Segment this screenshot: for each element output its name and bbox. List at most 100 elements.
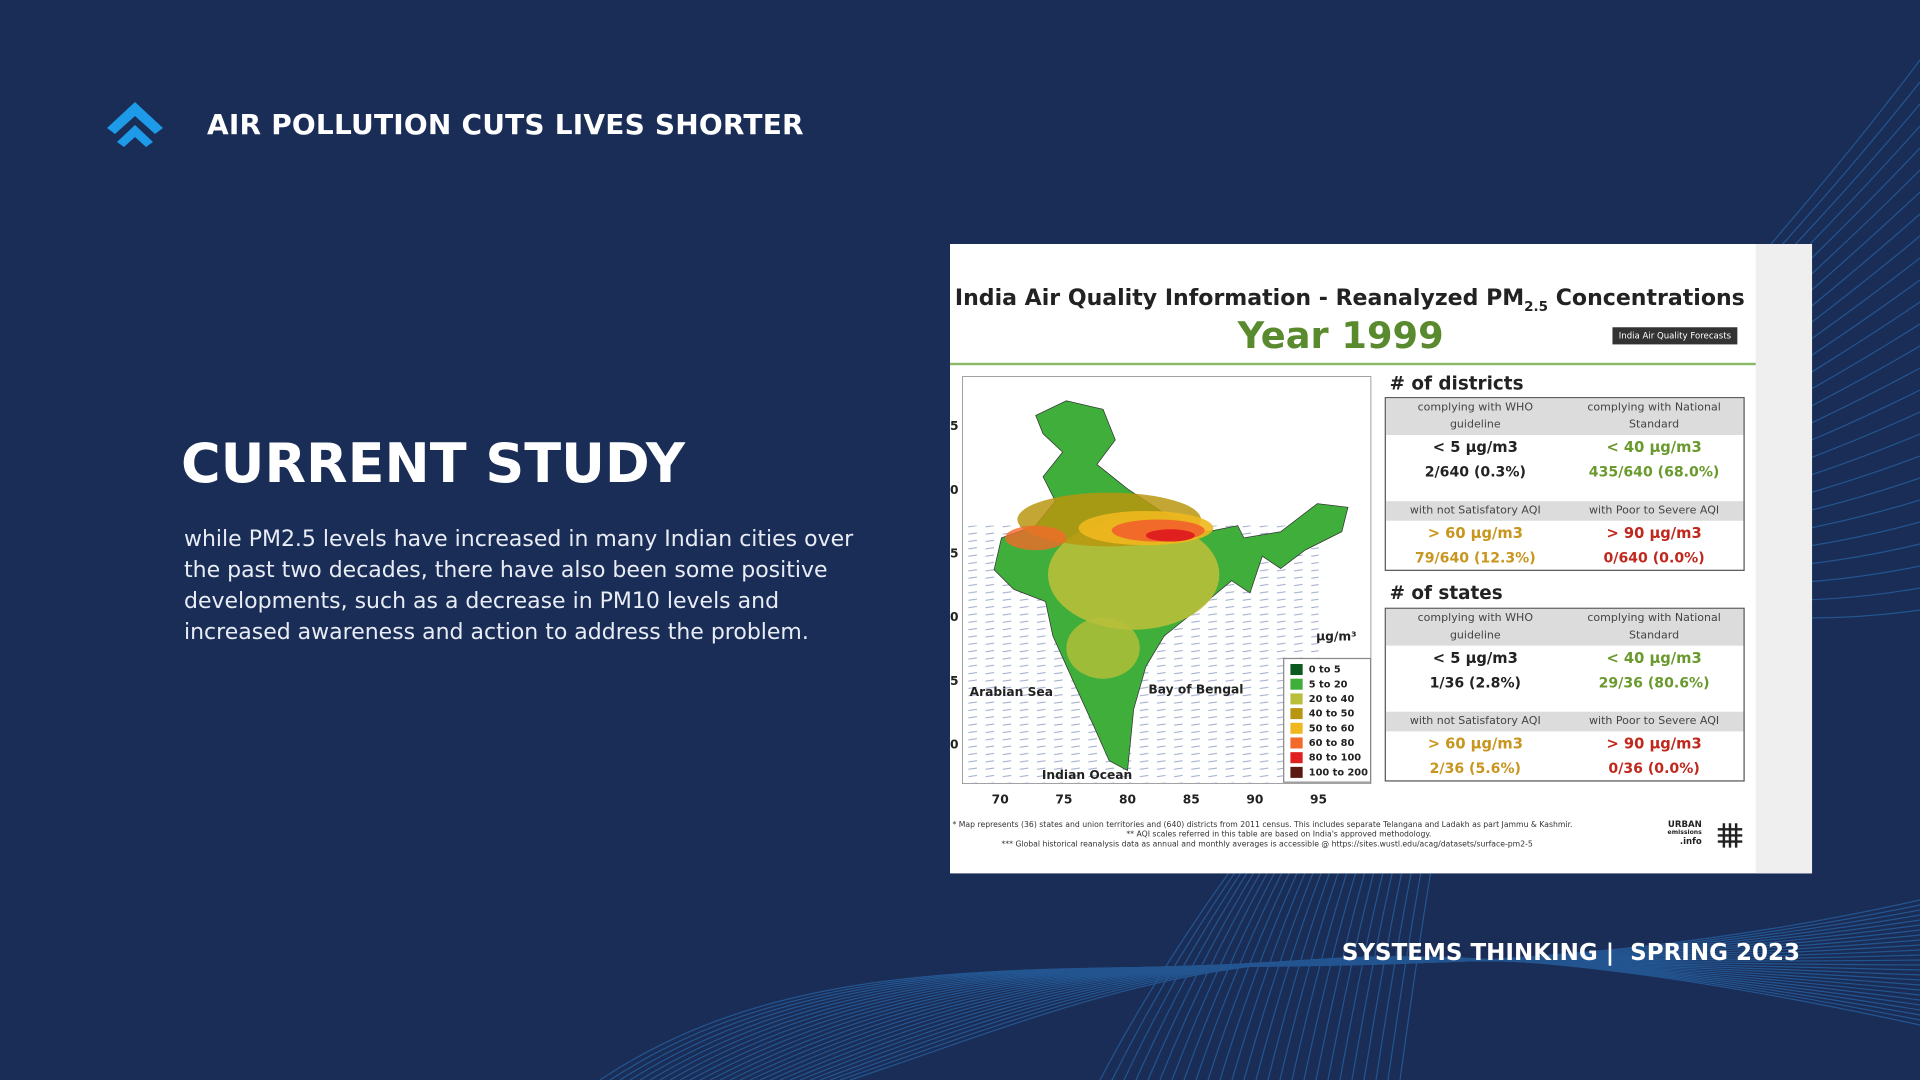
- wave: [729, 959, 1920, 1080]
- legend-swatch: [1290, 678, 1303, 690]
- table-header-row: with not Satisfatory AQI with Poor to Sev…: [1385, 711, 1744, 732]
- count-row: 2/36 (5.6%) 0/36 (0.0%): [1386, 756, 1744, 780]
- table-header-row: with not Satisfatory AQI with Poor to Sev…: [1385, 501, 1744, 521]
- count: 1/36 (2.8%): [1429, 673, 1521, 691]
- wave: [809, 957, 1920, 1080]
- footnote: ** AQI scales referred in this table are…: [1126, 830, 1432, 840]
- threshold: < 5 μg/m3: [1432, 649, 1518, 667]
- threshold-row: < 5 μg/m3 < 40 μg/m3: [1386, 646, 1744, 670]
- wave: [749, 959, 1920, 1080]
- wave: [799, 957, 1920, 1080]
- threshold-row: > 60 μg/m3 > 90 μg/m3: [1386, 731, 1744, 755]
- threshold-row: < 5 μg/m3 < 40 μg/m3: [1386, 435, 1744, 459]
- count-row: 2/640 (0.3%) 435/640 (68.0%): [1386, 460, 1744, 484]
- threshold: > 90 μg/m3: [1606, 524, 1702, 542]
- table-block: complying with WHO guideline complying wi…: [1385, 398, 1744, 484]
- concentration-zone: [1145, 529, 1195, 542]
- count-row: 1/36 (2.8%) 29/36 (80.6%): [1386, 670, 1744, 694]
- table-block: complying with WHO guideline complying wi…: [1385, 608, 1744, 695]
- figure-edge: [1755, 244, 1813, 874]
- legend-label: 20 to 40: [1308, 693, 1355, 705]
- states-heading: # of states: [1389, 581, 1503, 605]
- column-label: with not Satisfatory AQI: [1409, 715, 1541, 728]
- legend-swatch: [1290, 708, 1303, 720]
- source-logo: URBAN emissions .info: [1667, 819, 1702, 847]
- legend-swatch: [1290, 693, 1303, 705]
- legend-label: 80 to 100: [1308, 752, 1362, 764]
- x-tick-label: 95: [1310, 793, 1328, 808]
- legend-label: 100 to 200: [1308, 766, 1368, 778]
- legend-swatch: [1290, 766, 1303, 778]
- column-label: complying with National Standard: [1587, 612, 1721, 642]
- figure-year: Year 1999: [1237, 315, 1444, 358]
- x-tick-label: 90: [1246, 793, 1264, 808]
- column-label: with Poor to Severe AQI: [1588, 504, 1720, 518]
- wave: [679, 939, 1920, 1080]
- wave: [709, 954, 1920, 1080]
- wave: [669, 934, 1920, 1080]
- map-label: Indian Ocean: [1041, 769, 1133, 783]
- legend-label: 5 to 20: [1308, 678, 1348, 690]
- legend-label: 0 to 5: [1308, 664, 1341, 676]
- concentration-zone: [1005, 525, 1067, 551]
- column-label: with Poor to Severe AQI: [1588, 715, 1720, 728]
- wave: [849, 956, 1920, 1080]
- legend-swatch: [1290, 664, 1303, 676]
- footnote: *** Global historical reanalysis data as…: [1001, 840, 1533, 849]
- wave: [829, 956, 1920, 1080]
- count-row: 79/640 (12.3%) 0/640 (0.0%): [1386, 545, 1744, 569]
- wave: [719, 959, 1920, 1080]
- column-label: complying with WHO guideline: [1417, 612, 1534, 642]
- legend: 0 to 5 5 to 20 20 to 40 40 to 50 50 to 60 60 …: [1283, 657, 1372, 783]
- concentration-zone: [1047, 519, 1220, 630]
- y-tick-label: 5: [950, 420, 959, 434]
- table-block: with not Satisfatory AQI with Poor to Sev…: [1385, 711, 1744, 781]
- x-tick-label: 85: [1182, 793, 1200, 808]
- table-block: with not Satisfatory AQI with Poor to Sev…: [1385, 501, 1744, 570]
- threshold: < 40 μg/m3: [1606, 649, 1702, 667]
- footer: SYSTEMS THINKING | SPRING 2023: [1341, 940, 1800, 966]
- logo-line: URBAN: [1667, 819, 1702, 830]
- concentration-zone: [1066, 617, 1140, 679]
- logo-line: .info: [1679, 836, 1702, 847]
- embedded-figure: India Air Quality Information - Reanalyz…: [950, 244, 1813, 874]
- section-heading: CURRENT STUDY: [181, 432, 685, 495]
- y-tick-label: 5: [950, 547, 959, 562]
- y-tick-label: 0: [950, 611, 959, 625]
- legend-swatch: [1290, 752, 1303, 764]
- count: 29/36 (80.6%): [1598, 673, 1710, 691]
- badge: India Air Quality Forecasts: [1612, 327, 1738, 345]
- y-tick-label: 0: [950, 484, 959, 498]
- threshold: > 90 μg/m3: [1606, 735, 1702, 753]
- section-body: while PM2.5 levels have increased in man…: [184, 527, 854, 645]
- wave: [769, 958, 1920, 1080]
- wave: [659, 929, 1920, 1080]
- legend-label: 60 to 80: [1308, 737, 1355, 749]
- figure-title: India Air Quality Information - Reanalyz…: [955, 286, 1745, 315]
- legend-swatch: [1290, 722, 1303, 734]
- logo-icon: [107, 102, 163, 147]
- footnote: * Map represents (36) states and union t…: [952, 820, 1573, 830]
- wave: [609, 904, 1920, 1080]
- title-suffix: Concentrations: [1555, 285, 1745, 312]
- threshold: > 60 μg/m3: [1427, 735, 1523, 753]
- legend-unit: μg/m³: [1316, 630, 1357, 645]
- legend-label: 50 to 60: [1308, 722, 1355, 734]
- wave: [619, 909, 1920, 1080]
- chevron: [117, 125, 153, 147]
- wave: [779, 958, 1920, 1080]
- y-tick-label: 0: [950, 738, 959, 753]
- title-main: India Air Quality Information - Reanalyz…: [954, 285, 1525, 312]
- count: 2/640 (0.3%): [1424, 463, 1526, 481]
- threshold: < 40 μg/m3: [1606, 438, 1702, 456]
- x-tick-label: 70: [991, 793, 1009, 808]
- count: 0/36 (0.0%): [1608, 759, 1700, 777]
- table-header-row: complying with WHO guideline complying wi…: [1385, 398, 1744, 436]
- wave: [689, 944, 1920, 1080]
- wave: [739, 959, 1920, 1080]
- wave: [639, 919, 1920, 1080]
- threshold: < 5 μg/m3: [1432, 438, 1518, 456]
- threshold: > 60 μg/m3: [1427, 524, 1523, 542]
- table-header-row: complying with WHO guideline complying wi…: [1385, 608, 1744, 646]
